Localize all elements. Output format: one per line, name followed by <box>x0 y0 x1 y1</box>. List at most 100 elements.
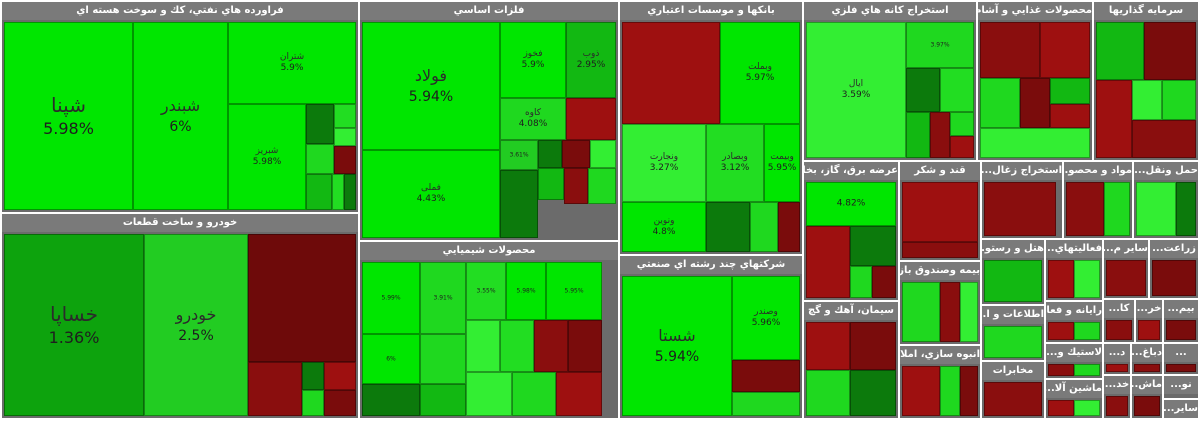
stock-tile[interactable] <box>984 382 1042 416</box>
stock-tile[interactable] <box>806 370 850 416</box>
stock-tile[interactable] <box>732 360 800 392</box>
stock-tile[interactable] <box>850 370 896 416</box>
sector-panel[interactable]: استخراج كانه هاي فلزي ایال 3.59% 3.97% <box>804 2 976 160</box>
stock-tile[interactable]: شبریز 5.98% <box>228 104 306 210</box>
stock-tile[interactable] <box>902 242 978 258</box>
stock-tile[interactable] <box>1138 320 1160 340</box>
stock-tile[interactable] <box>1106 364 1128 372</box>
stock-tile[interactable] <box>1176 182 1196 236</box>
sector-panel[interactable]: دباغ... <box>1132 344 1162 374</box>
stock-tile[interactable] <box>902 366 940 416</box>
stock-tile[interactable]: فخوز 5.9% <box>500 22 566 98</box>
stock-tile[interactable] <box>902 282 940 342</box>
sector-panel[interactable]: لاستیك و... <box>1046 344 1102 378</box>
sector-panel[interactable]: فراورده هاي نفتي، كك و سوخت هسته اي شپنا 5… <box>2 2 358 212</box>
stock-tile[interactable]: کاوه 4.08% <box>500 98 566 140</box>
stock-tile[interactable] <box>806 322 850 370</box>
stock-tile[interactable] <box>1136 182 1176 236</box>
stock-tile[interactable]: شبندر 6% <box>133 22 228 210</box>
stock-tile[interactable] <box>902 182 978 242</box>
stock-tile[interactable] <box>362 384 420 416</box>
stock-tile[interactable] <box>248 362 302 416</box>
stock-tile[interactable]: 4.82% <box>806 182 896 226</box>
stock-tile[interactable] <box>1040 22 1090 78</box>
sector-panel[interactable]: نو... <box>1164 376 1198 398</box>
stock-tile[interactable] <box>562 140 590 168</box>
stock-tile[interactable] <box>324 362 356 390</box>
stock-tile[interactable] <box>1162 80 1196 120</box>
sector-panel[interactable]: استخراج زغال... <box>982 162 1062 238</box>
stock-tile[interactable] <box>332 174 344 210</box>
stock-tile[interactable] <box>984 260 1042 302</box>
stock-tile[interactable]: وصندر 5.96% <box>732 276 800 360</box>
stock-tile[interactable] <box>984 182 1056 236</box>
stock-tile[interactable] <box>984 326 1042 358</box>
stock-tile[interactable] <box>420 334 466 384</box>
stock-tile[interactable]: ایال 3.59% <box>806 22 906 158</box>
stock-tile[interactable]: شتران 5.9% <box>228 22 356 104</box>
sector-panel[interactable]: هتل و رستو... <box>982 240 1044 304</box>
stock-tile[interactable] <box>806 226 850 298</box>
stock-tile[interactable] <box>850 322 896 370</box>
sector-panel[interactable]: فعاليتهاي... <box>1046 240 1102 300</box>
stock-tile[interactable]: خودرو 2.5% <box>144 234 248 416</box>
sector-panel[interactable]: کا... <box>1104 300 1134 342</box>
sector-panel[interactable]: بیم... <box>1164 300 1198 342</box>
sector-panel[interactable]: خد... <box>1104 376 1130 418</box>
stock-tile[interactable] <box>1132 120 1196 158</box>
stock-tile[interactable]: ذوب 2.95% <box>566 22 616 98</box>
stock-tile[interactable] <box>1106 260 1146 296</box>
stock-tile[interactable] <box>960 366 978 416</box>
stock-tile[interactable] <box>980 128 1090 158</box>
stock-tile[interactable] <box>980 22 1040 78</box>
stock-tile[interactable] <box>466 320 500 372</box>
stock-tile[interactable]: 3.61% <box>500 140 538 170</box>
sector-panel[interactable]: فلزات اساسي فولاد 5.94% فملی 4.43% فخوز 5.9% ذو… <box>360 2 618 240</box>
stock-tile[interactable] <box>930 112 950 158</box>
stock-tile[interactable] <box>324 390 356 416</box>
stock-tile[interactable] <box>1048 364 1074 376</box>
stock-tile[interactable] <box>1104 182 1130 236</box>
stock-tile[interactable] <box>500 320 534 372</box>
stock-tile[interactable] <box>906 112 930 158</box>
stock-tile[interactable] <box>1152 260 1196 296</box>
stock-tile[interactable] <box>1106 396 1128 416</box>
stock-tile[interactable]: وبصادر 3.12% <box>706 124 764 202</box>
stock-tile[interactable]: خساپا 1.36% <box>4 234 144 416</box>
stock-tile[interactable]: 6% <box>362 334 420 384</box>
stock-tile[interactable] <box>302 390 324 416</box>
stock-tile[interactable] <box>538 140 562 168</box>
stock-tile[interactable]: 3.97% <box>906 22 974 68</box>
stock-tile[interactable] <box>1132 80 1162 120</box>
stock-tile[interactable] <box>420 384 466 416</box>
stock-tile[interactable] <box>1134 364 1160 372</box>
stock-tile[interactable] <box>564 168 588 204</box>
stock-tile[interactable] <box>750 202 778 252</box>
stock-tile[interactable]: 3.55% <box>466 262 506 320</box>
stock-tile[interactable] <box>1074 364 1100 376</box>
stock-tile[interactable] <box>1134 396 1160 416</box>
sector-panel[interactable]: بيمه وصندوق باز... <box>900 262 980 344</box>
stock-tile[interactable]: وبملت 5.97% <box>720 22 800 124</box>
stock-tile[interactable] <box>566 98 616 140</box>
stock-tile[interactable] <box>778 202 800 252</box>
stock-tile[interactable] <box>302 362 324 390</box>
stock-tile[interactable] <box>512 372 556 416</box>
stock-tile[interactable] <box>940 68 974 112</box>
sector-panel[interactable]: ماشين آلا... <box>1046 380 1102 418</box>
sector-panel[interactable]: مخابرات <box>982 362 1044 418</box>
stock-tile[interactable] <box>1048 322 1074 340</box>
stock-tile[interactable] <box>1144 22 1196 80</box>
stock-tile[interactable] <box>850 266 872 298</box>
sector-panel[interactable]: حمل ونقل... <box>1134 162 1198 238</box>
sector-panel[interactable]: سيمان، آهك و گچ <box>804 302 898 418</box>
stock-tile[interactable] <box>960 282 978 342</box>
sector-panel[interactable]: عرضه برق، گاز، بخا... 4.82% <box>804 162 898 300</box>
stock-tile[interactable]: فملی 4.43% <box>362 150 500 238</box>
sector-panel[interactable]: رايانه و فعا... <box>1046 302 1102 342</box>
stock-tile[interactable]: شستا 5.94% <box>622 276 732 416</box>
sector-panel[interactable]: خودرو و ساخت قطعات خساپا 1.36% خودرو 2.5% <box>2 214 358 418</box>
stock-tile[interactable] <box>1096 22 1144 80</box>
stock-tile[interactable] <box>334 128 356 146</box>
stock-tile[interactable] <box>538 168 564 200</box>
